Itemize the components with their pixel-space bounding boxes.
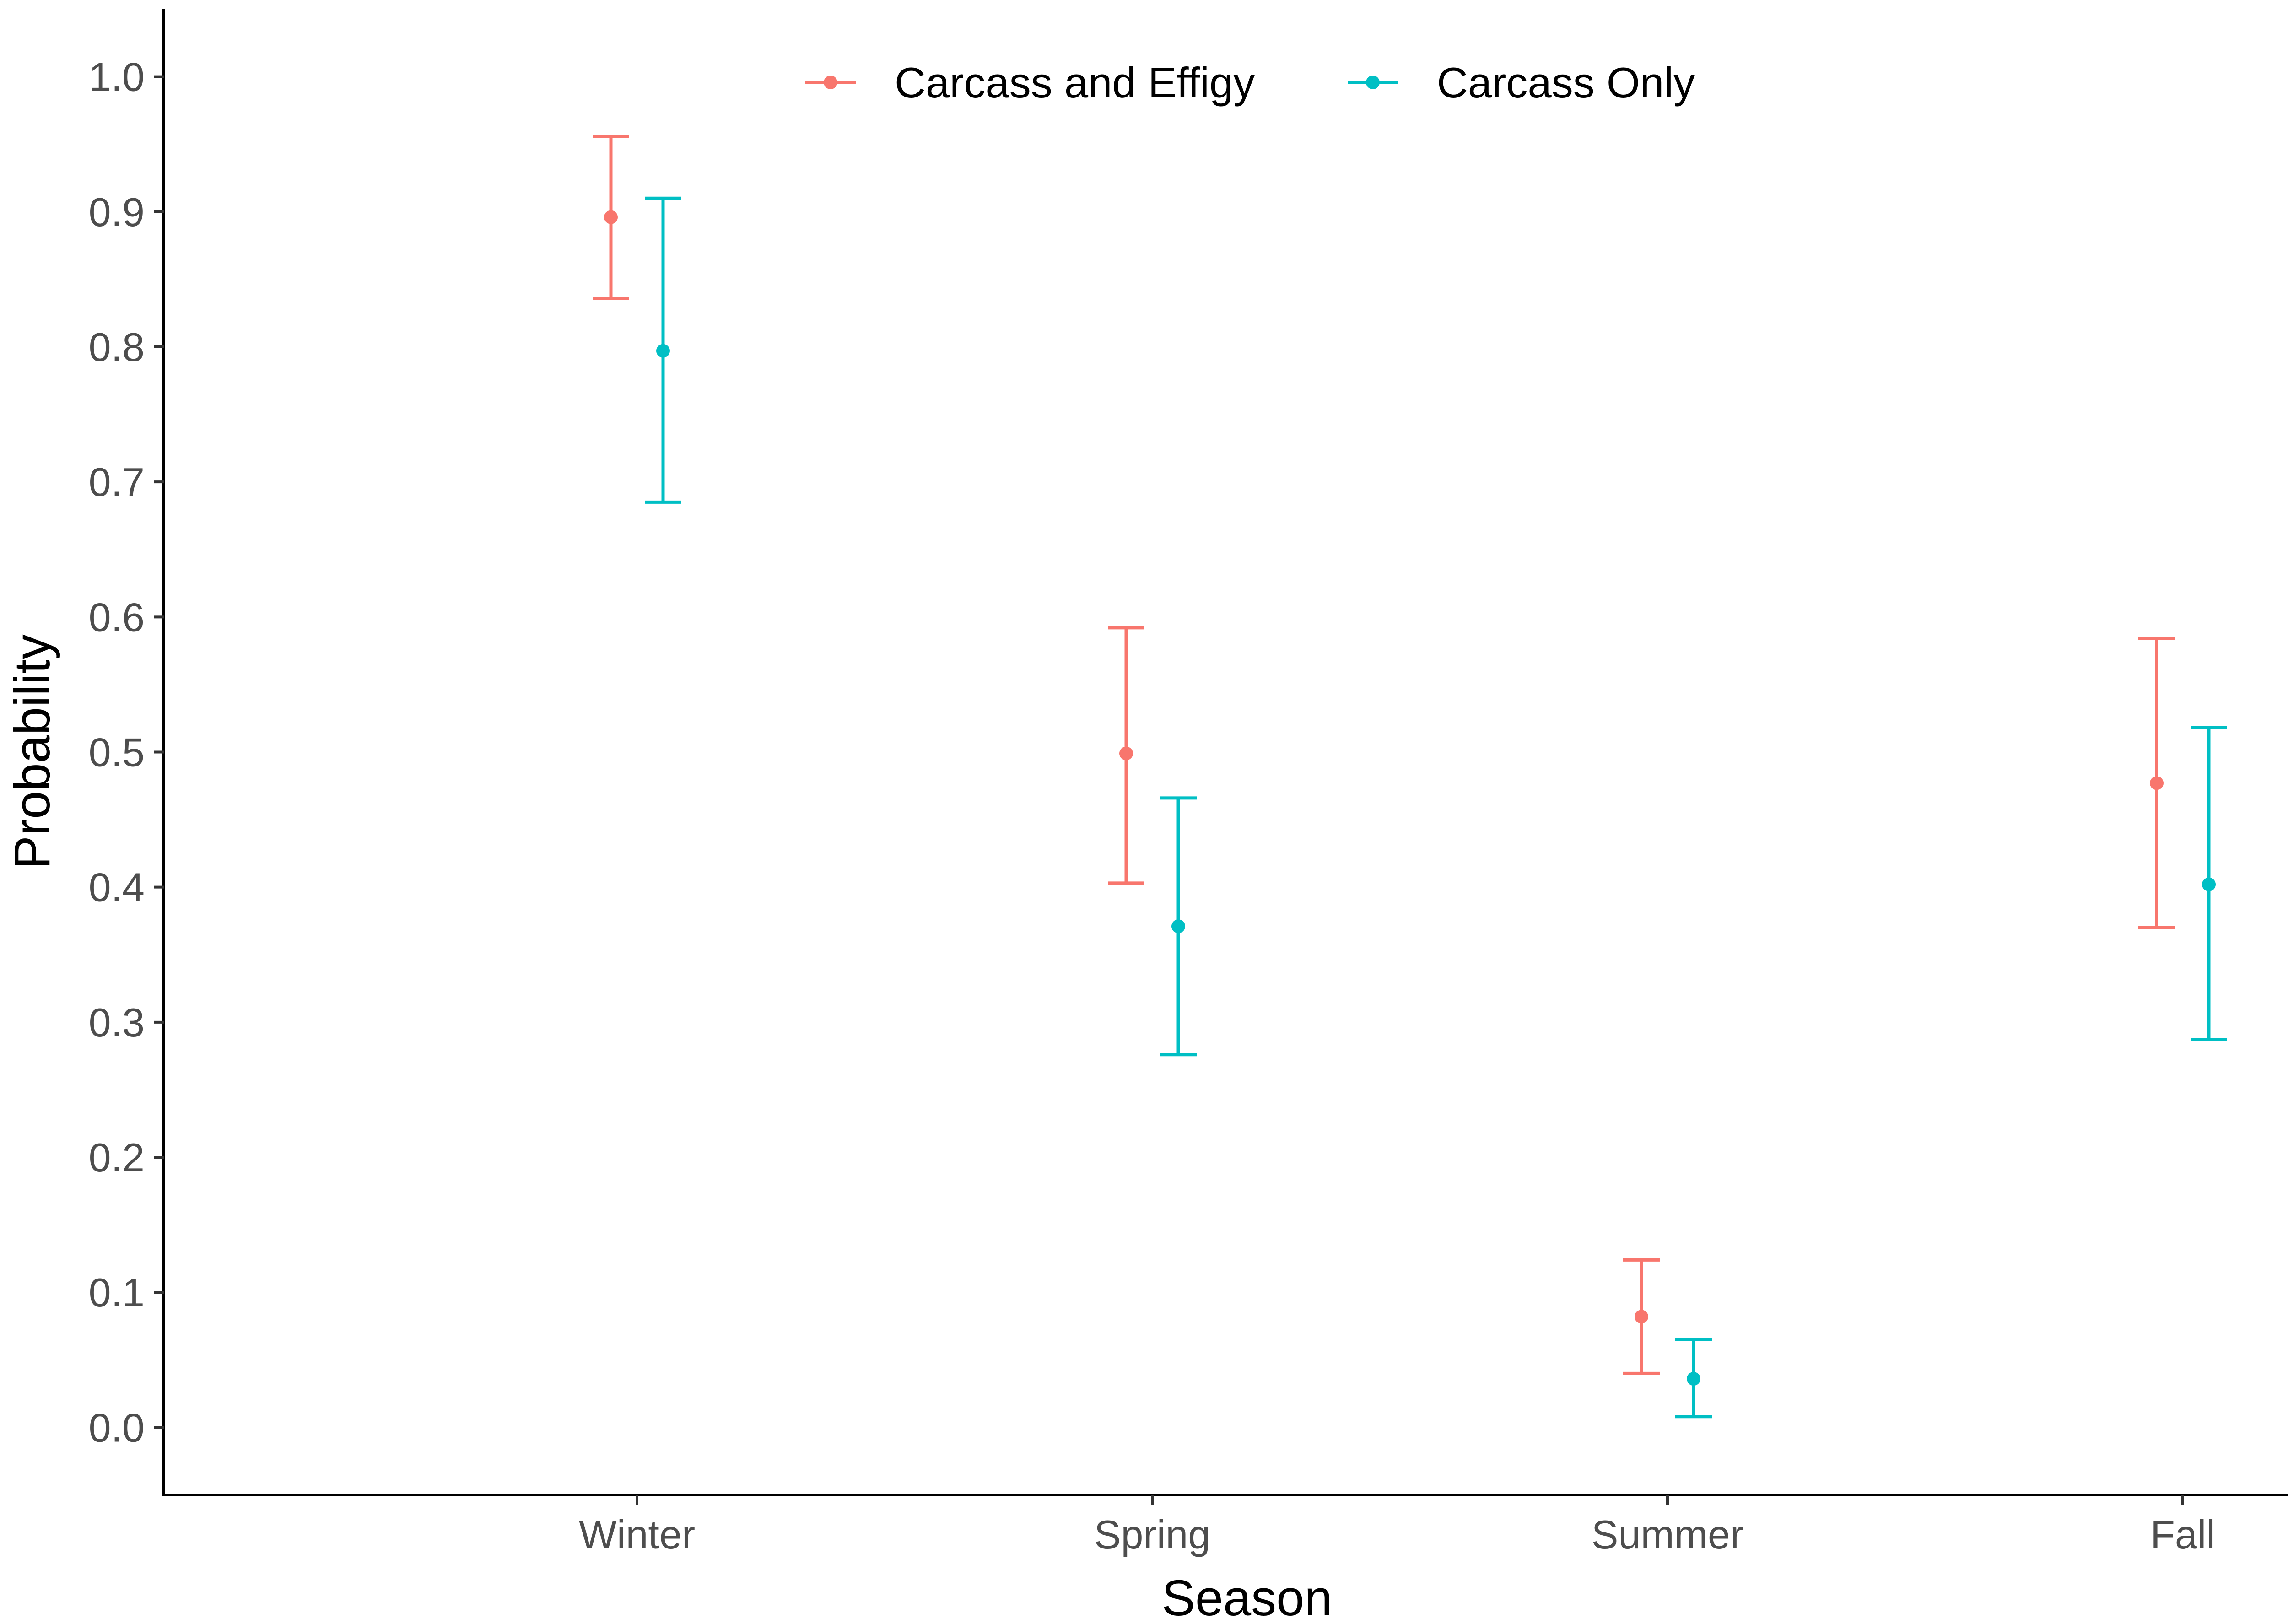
x-tick-label: Fall (2150, 1512, 2215, 1557)
legend-key-point (1366, 76, 1380, 89)
legend-key (1348, 76, 1398, 89)
y-tick-label: 0.4 (89, 865, 145, 910)
x-tick-label: Spring (1094, 1512, 1210, 1557)
y-tick-label: 0.7 (89, 459, 145, 505)
legend-key-point (824, 76, 837, 89)
y-tick-label: 0.1 (89, 1270, 145, 1315)
legend-label: Carcass and Effigy (895, 59, 1255, 107)
y-tick-label: 1.0 (89, 54, 145, 100)
y-tick-label: 0.2 (89, 1135, 145, 1180)
x-tick-label: Winter (579, 1512, 695, 1557)
data-point (1171, 919, 1185, 933)
y-axis-title: Probability (4, 634, 60, 869)
data-marks (593, 134, 2227, 1419)
data-point (2202, 877, 2216, 891)
x-axis-title: Season (1161, 1570, 1332, 1622)
data-point (1635, 1310, 1648, 1324)
axes (162, 9, 2288, 1496)
series-0 (593, 134, 2175, 1375)
y-tick-label: 0.8 (89, 324, 145, 370)
y-tick-label: 0.3 (89, 1000, 145, 1045)
ticks: 0.0 0.1 0.2 0.3 0.4 0.5 0.6 0.7 0.8 0.9 1.0 Winter S… (89, 54, 2215, 1557)
data-point (604, 210, 618, 224)
y-tick-label: 0.5 (89, 730, 145, 775)
legend-key (805, 76, 856, 89)
data-point (1687, 1372, 1700, 1386)
legend: Carcass and Effigy Carcass Only (805, 59, 1695, 107)
x-tick-label: Summer (1592, 1512, 1744, 1557)
data-point (656, 344, 670, 358)
legend-label: Carcass Only (1437, 59, 1695, 107)
data-point (1119, 746, 1133, 761)
y-tick-label: 0.9 (89, 189, 145, 235)
data-point (2150, 776, 2164, 790)
y-tick-label: 0.6 (89, 594, 145, 640)
series-1 (645, 196, 2227, 1419)
y-tick-label: 0.0 (89, 1405, 145, 1450)
